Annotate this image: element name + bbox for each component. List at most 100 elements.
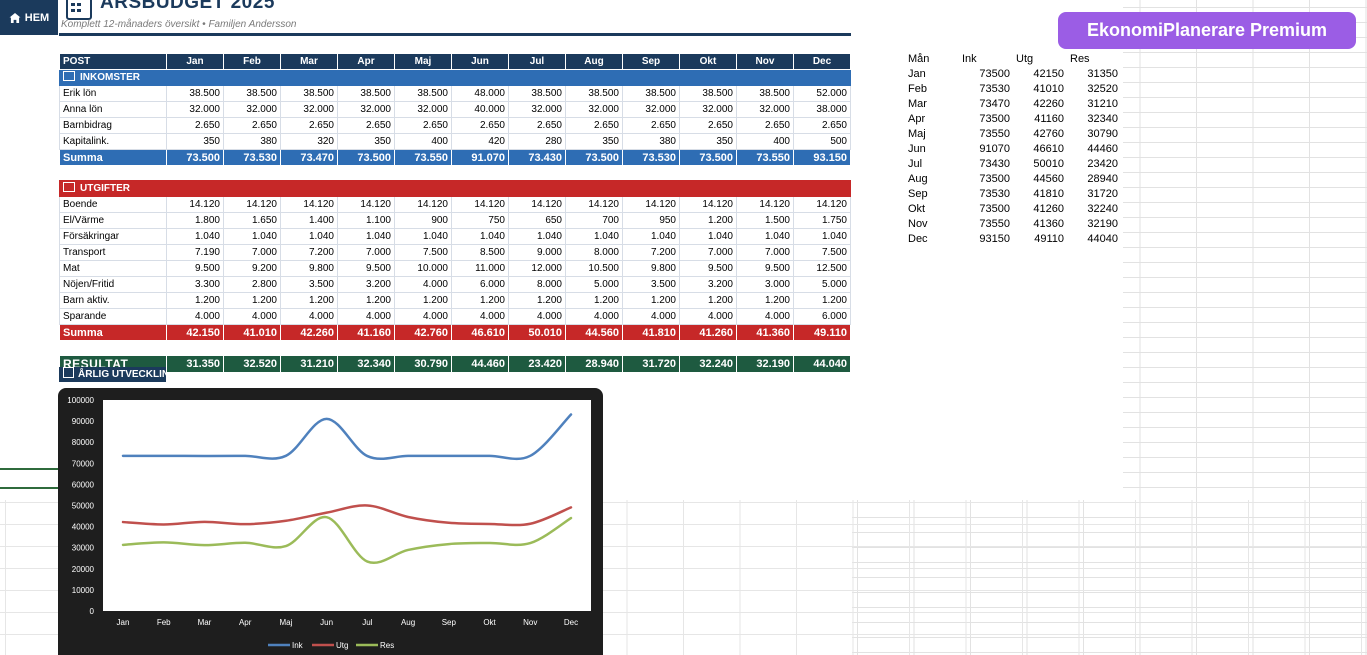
row-label-cell[interactable]: Försäkringar	[59, 228, 167, 245]
value-cell[interactable]: 1.800	[166, 212, 224, 229]
value-cell[interactable]: 38.500	[166, 85, 224, 102]
value-cell[interactable]: 38.500	[679, 85, 737, 102]
side-cell[interactable]: 30790	[1087, 128, 1118, 140]
row-label-cell[interactable]: Mat	[59, 260, 167, 277]
sum-value-cell[interactable]: 73.500	[337, 149, 395, 166]
side-cell[interactable]: 42260	[1033, 98, 1064, 110]
sum-value-cell[interactable]: 50.010	[508, 324, 566, 341]
value-cell[interactable]: 350	[679, 133, 737, 150]
side-cell[interactable]: 73500	[979, 68, 1010, 80]
value-cell[interactable]: 6.000	[793, 308, 851, 325]
side-cell[interactable]: Sep	[908, 188, 928, 200]
side-cell[interactable]: 73530	[979, 83, 1010, 95]
side-cell[interactable]: 31210	[1087, 98, 1118, 110]
value-cell[interactable]: 1.040	[223, 228, 281, 245]
value-cell[interactable]: 380	[622, 133, 680, 150]
sum-value-cell[interactable]: 42.260	[280, 324, 338, 341]
row-label-cell[interactable]: Kapitalink.	[59, 133, 167, 150]
value-cell[interactable]: 1.200	[793, 292, 851, 309]
value-cell[interactable]: 7.000	[679, 244, 737, 261]
sum-value-cell[interactable]: 41.260	[679, 324, 737, 341]
value-cell[interactable]: 3.000	[736, 276, 794, 293]
sum-value-cell[interactable]: 73.550	[736, 149, 794, 166]
value-cell[interactable]: 14.120	[223, 196, 281, 213]
result-value-cell[interactable]: 31.720	[622, 355, 680, 373]
value-cell[interactable]: 7.500	[394, 244, 452, 261]
value-cell[interactable]: 1.200	[736, 292, 794, 309]
value-cell[interactable]: 9.500	[166, 260, 224, 277]
side-cell[interactable]: 73530	[979, 188, 1010, 200]
value-cell[interactable]: 1.200	[679, 212, 737, 229]
value-cell[interactable]: 3.500	[622, 276, 680, 293]
value-cell[interactable]: 9.800	[622, 260, 680, 277]
side-cell[interactable]: 32520	[1087, 83, 1118, 95]
value-cell[interactable]: 38.500	[565, 85, 623, 102]
value-cell[interactable]: 400	[736, 133, 794, 150]
sum-value-cell[interactable]: 49.110	[793, 324, 851, 341]
side-cell[interactable]: 42760	[1033, 128, 1064, 140]
value-cell[interactable]: 320	[280, 133, 338, 150]
sum-value-cell[interactable]: 42.760	[394, 324, 452, 341]
value-cell[interactable]: 14.120	[451, 196, 509, 213]
value-cell[interactable]: 4.000	[451, 308, 509, 325]
value-cell[interactable]: 32.000	[394, 101, 452, 118]
result-value-cell[interactable]: 32.240	[679, 355, 737, 373]
value-cell[interactable]: 4.000	[337, 308, 395, 325]
value-cell[interactable]: 1.040	[166, 228, 224, 245]
value-cell[interactable]: 4.000	[166, 308, 224, 325]
value-cell[interactable]: 2.650	[622, 117, 680, 134]
row-label-cell[interactable]: Barn aktiv.	[59, 292, 167, 309]
value-cell[interactable]: 14.120	[280, 196, 338, 213]
value-cell[interactable]: 38.000	[793, 101, 851, 118]
side-cell[interactable]: Feb	[908, 83, 927, 95]
side-cell[interactable]: 44040	[1087, 233, 1118, 245]
side-cell[interactable]: 23420	[1087, 158, 1118, 170]
result-value-cell[interactable]: 44.460	[451, 355, 509, 373]
value-cell[interactable]: 7.000	[736, 244, 794, 261]
result-value-cell[interactable]: 30.790	[394, 355, 452, 373]
sum-value-cell[interactable]: 73.500	[679, 149, 737, 166]
value-cell[interactable]: 1.040	[622, 228, 680, 245]
side-cell[interactable]: 32190	[1087, 218, 1118, 230]
value-cell[interactable]: 32.000	[166, 101, 224, 118]
value-cell[interactable]: 2.650	[280, 117, 338, 134]
value-cell[interactable]: 350	[337, 133, 395, 150]
value-cell[interactable]: 38.500	[280, 85, 338, 102]
value-cell[interactable]: 4.000	[280, 308, 338, 325]
value-cell[interactable]: 10.500	[565, 260, 623, 277]
side-cell[interactable]: 32240	[1087, 203, 1118, 215]
value-cell[interactable]: 8.000	[508, 276, 566, 293]
sum-label-cell[interactable]: Summa	[59, 149, 167, 166]
side-cell[interactable]: 73500	[979, 113, 1010, 125]
value-cell[interactable]: 32.000	[337, 101, 395, 118]
result-value-cell[interactable]: 32.190	[736, 355, 794, 373]
value-cell[interactable]: 420	[451, 133, 509, 150]
side-cell[interactable]: 91070	[979, 143, 1010, 155]
value-cell[interactable]: 38.500	[394, 85, 452, 102]
value-cell[interactable]: 7.190	[166, 244, 224, 261]
sum-value-cell[interactable]: 41.360	[736, 324, 794, 341]
value-cell[interactable]: 4.000	[508, 308, 566, 325]
value-cell[interactable]: 40.000	[451, 101, 509, 118]
value-cell[interactable]: 2.650	[679, 117, 737, 134]
value-cell[interactable]: 350	[565, 133, 623, 150]
value-cell[interactable]: 7.200	[622, 244, 680, 261]
side-cell[interactable]: 41010	[1033, 83, 1064, 95]
side-cell[interactable]: 73500	[979, 203, 1010, 215]
side-cell[interactable]: 31720	[1087, 188, 1118, 200]
row-label-cell[interactable]: Erik lön	[59, 85, 167, 102]
value-cell[interactable]: 4.000	[565, 308, 623, 325]
value-cell[interactable]: 2.650	[508, 117, 566, 134]
row-label-cell[interactable]: El/Värme	[59, 212, 167, 229]
result-value-cell[interactable]: 31.350	[166, 355, 224, 373]
value-cell[interactable]: 11.000	[451, 260, 509, 277]
value-cell[interactable]: 1.100	[337, 212, 395, 229]
value-cell[interactable]: 1.200	[565, 292, 623, 309]
value-cell[interactable]: 4.000	[394, 276, 452, 293]
side-cell[interactable]: 28940	[1087, 173, 1118, 185]
side-header-cell[interactable]: Utg	[1016, 53, 1034, 65]
side-cell[interactable]: 41160	[1034, 113, 1064, 125]
value-cell[interactable]: 38.500	[337, 85, 395, 102]
row-label-cell[interactable]: Barnbidrag	[59, 117, 167, 134]
value-cell[interactable]: 32.000	[280, 101, 338, 118]
